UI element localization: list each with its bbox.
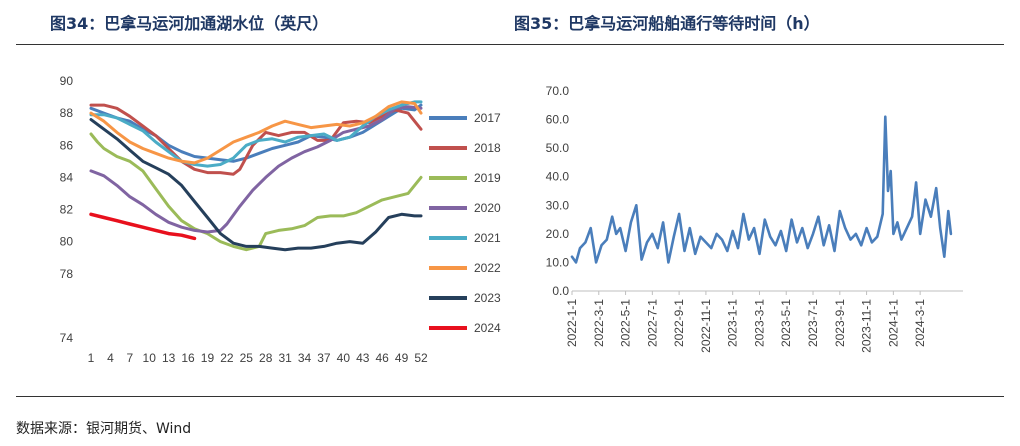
y-tick-label: 20.0	[546, 227, 570, 241]
legend-label-2018: 2018	[474, 141, 501, 155]
y-tick-label: 0.0	[552, 284, 569, 298]
x-tick-label: 16	[181, 351, 195, 365]
y-tick-label: 86	[60, 138, 74, 152]
y-tick-label: 40.0	[546, 170, 570, 184]
x-tick-label: 2022-9-1	[672, 299, 686, 347]
y-tick-label: 82	[60, 203, 74, 217]
x-tick-label: 2023-11-1	[860, 299, 874, 353]
top-rule	[16, 44, 1004, 45]
y-tick-label: 78	[60, 267, 74, 281]
x-tick-label: 31	[278, 351, 292, 365]
x-tick-label: 43	[356, 351, 370, 365]
legend-label-2017: 2017	[474, 111, 501, 125]
x-tick-label: 34	[298, 351, 312, 365]
wait-time-series-line	[570, 115, 953, 264]
series-line-2020	[89, 105, 423, 234]
x-tick-label: 40	[337, 351, 351, 365]
y-tick-label: 84	[60, 170, 74, 184]
x-tick-label: 2022-1-1	[565, 299, 579, 347]
x-tick-label: 46	[375, 351, 389, 365]
x-tick-label: 2023-7-1	[806, 299, 820, 347]
legend-label-2020: 2020	[474, 201, 501, 215]
x-tick-label: 37	[317, 351, 331, 365]
y-tick-label: 70.0	[546, 84, 570, 98]
bottom-rule	[16, 396, 1004, 397]
y-tick-label: 80	[60, 235, 74, 249]
x-tick-label: 28	[259, 351, 273, 365]
legend-label-2021: 2021	[474, 231, 501, 245]
x-tick-label: 2022-3-1	[592, 299, 606, 347]
x-tick-label: 2022-7-1	[645, 299, 659, 347]
x-tick-label: 4	[107, 351, 114, 365]
series-line-2024	[89, 212, 197, 241]
y-tick-label: 74	[60, 331, 74, 345]
x-tick-label: 13	[162, 351, 176, 365]
x-tick-label: 25	[240, 351, 254, 365]
x-tick-label: 7	[126, 351, 133, 365]
y-tick-label: 88	[60, 106, 74, 120]
x-tick-label: 19	[201, 351, 215, 365]
y-tick-label: 90	[60, 74, 74, 88]
x-tick-label: 2024-3-1	[913, 299, 927, 347]
series-line-2017	[89, 103, 423, 163]
series-line-2019	[89, 132, 423, 252]
wait-time-chart: 0.0 10.0 20.0 30.0 40.0 50.0 60.0 70.0 2022-1-1 2…	[546, 84, 963, 353]
x-tick-label: 49	[395, 351, 409, 365]
x-tick-label: 2023-1-1	[726, 299, 740, 347]
y-tick-label: 50.0	[546, 141, 570, 155]
x-tick-label: 2023-9-1	[833, 299, 847, 347]
x-tick-label: 2022-5-1	[619, 299, 633, 347]
chart-title-wait-time: 图35：巴拿马运河船舶通行等待时间（h）	[514, 14, 820, 33]
x-tick-label: 22	[220, 351, 234, 365]
legend-label-2024: 2024	[474, 321, 501, 335]
chart-title-lake-level: 图34：巴拿马运河加通湖水位（英尺）	[50, 14, 329, 33]
x-tick-label: 2022-11-1	[699, 299, 713, 353]
x-tick-label: 2023-5-1	[779, 299, 793, 347]
y-tick-label: 10.0	[546, 255, 570, 269]
x-tick-label: 2023-3-1	[752, 299, 766, 347]
legend-label-2019: 2019	[474, 171, 501, 185]
series-line-2023	[89, 118, 423, 252]
series-line-2022	[89, 100, 423, 165]
y-tick-label: 60.0	[546, 113, 570, 127]
x-tick-label: 1	[88, 351, 95, 365]
lake-level-chart: 90 88 86 84 82 80 78 74 1 4 7 10 13 16 19 22 25 28 31 34 37 4…	[60, 74, 501, 365]
data-source: 数据来源：银河期货、Wind	[16, 421, 192, 437]
legend-label-2022: 2022	[474, 261, 501, 275]
legend-label-2023: 2023	[474, 291, 501, 305]
x-tick-label: 10	[143, 351, 157, 365]
x-tick-label: 2024-1-1	[886, 299, 900, 347]
x-tick-label: 52	[414, 351, 428, 365]
y-tick-label: 30.0	[546, 198, 570, 212]
